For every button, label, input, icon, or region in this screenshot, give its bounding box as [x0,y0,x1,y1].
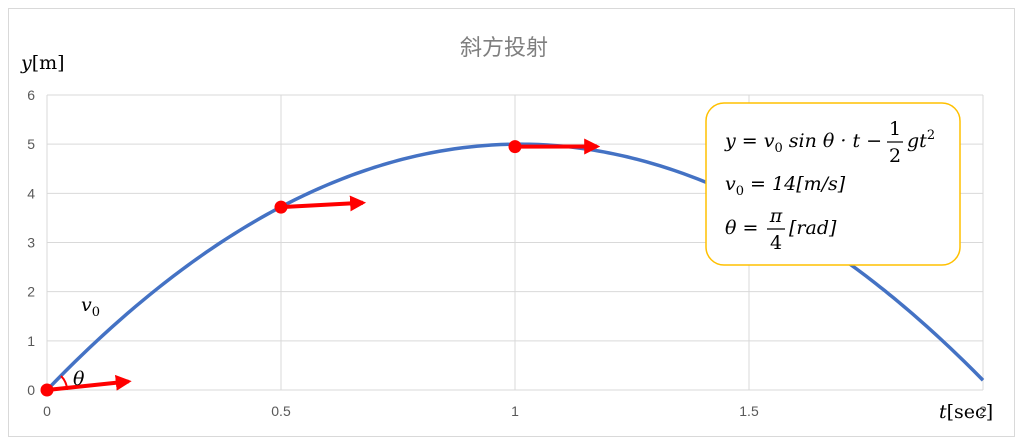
y-tick-label: 3 [27,235,35,251]
v0-label: v0 [81,294,100,320]
y-tick-label: 6 [27,87,35,103]
x-tick-label: 2 [979,403,987,419]
y-tick-labels: 0 1 2 3 4 5 6 [27,87,35,398]
formula-3-frac-den: 4 [770,232,782,254]
x-tick-label: 1.5 [739,403,759,419]
formula-1-frac-den: 2 [889,145,901,167]
y-tick-label: 1 [27,333,35,349]
position-marker [508,140,522,154]
velocity-arrow [46,374,132,392]
velocity-arrow [280,195,367,212]
y-tick-label: 0 [27,382,35,398]
x-tick-label: 0 [43,403,51,419]
formula-line-2: v0 = 14[m/s] [725,173,846,199]
formula-3-rhs: [rad] [789,217,837,239]
y-axis-label: y[m] [20,52,65,74]
y-tick-label: 4 [27,185,35,201]
position-marker [40,383,54,397]
formula-line-3: θ = [725,217,758,239]
x-tick-labels: 0 0.5 1 1.5 2 [43,403,987,419]
formula-3-frac-num: π [769,205,783,227]
y-tick-label: 5 [27,136,35,152]
theta-label: θ [73,368,85,390]
formula-box [705,102,961,266]
formula-line-1: y = v0 sin θ · t − [724,130,882,156]
x-tick-label: 0.5 [271,403,291,419]
x-axis-label: t[sec] [939,401,993,423]
formula-1-frac-num: 1 [889,118,901,140]
theta-arc [60,375,68,391]
x-tick-label: 1 [511,403,519,419]
chart-title: 斜方投射 [460,36,548,61]
y-tick-label: 2 [27,284,35,300]
position-marker [274,200,288,214]
formula-1-tail: gt2 [907,128,935,152]
position-markers [40,140,756,397]
